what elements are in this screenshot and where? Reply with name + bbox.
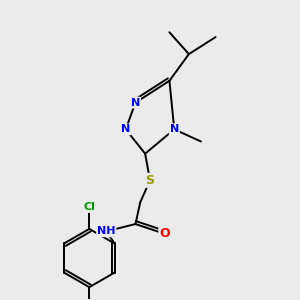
Text: Cl: Cl (83, 202, 95, 212)
Text: N: N (121, 124, 130, 134)
Text: N: N (170, 124, 179, 134)
Text: O: O (159, 227, 170, 240)
Text: NH: NH (97, 226, 116, 236)
Text: N: N (131, 98, 140, 108)
Text: S: S (146, 174, 154, 187)
